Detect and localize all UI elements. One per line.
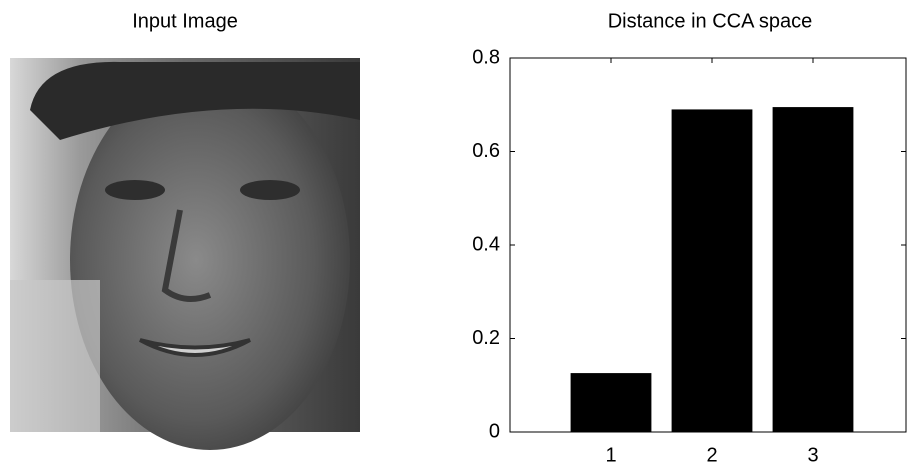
y-tick-label: 0: [489, 420, 500, 442]
chart-title: Distance in CCA space: [608, 10, 813, 32]
y-tick-label: 0.6: [472, 140, 500, 162]
input-image: [10, 58, 360, 450]
x-tick-label: 1: [605, 444, 616, 466]
image-title: Input Image: [132, 10, 238, 32]
bar: [570, 373, 652, 432]
y-tick-label: 0.4: [472, 233, 500, 255]
x-tick-label: 3: [807, 444, 818, 466]
y-tick-label: 0.8: [472, 46, 500, 68]
bar: [671, 109, 753, 433]
y-tick-label: 0.2: [472, 327, 500, 349]
x-tick-label: 2: [706, 444, 717, 466]
bar: [772, 107, 854, 433]
